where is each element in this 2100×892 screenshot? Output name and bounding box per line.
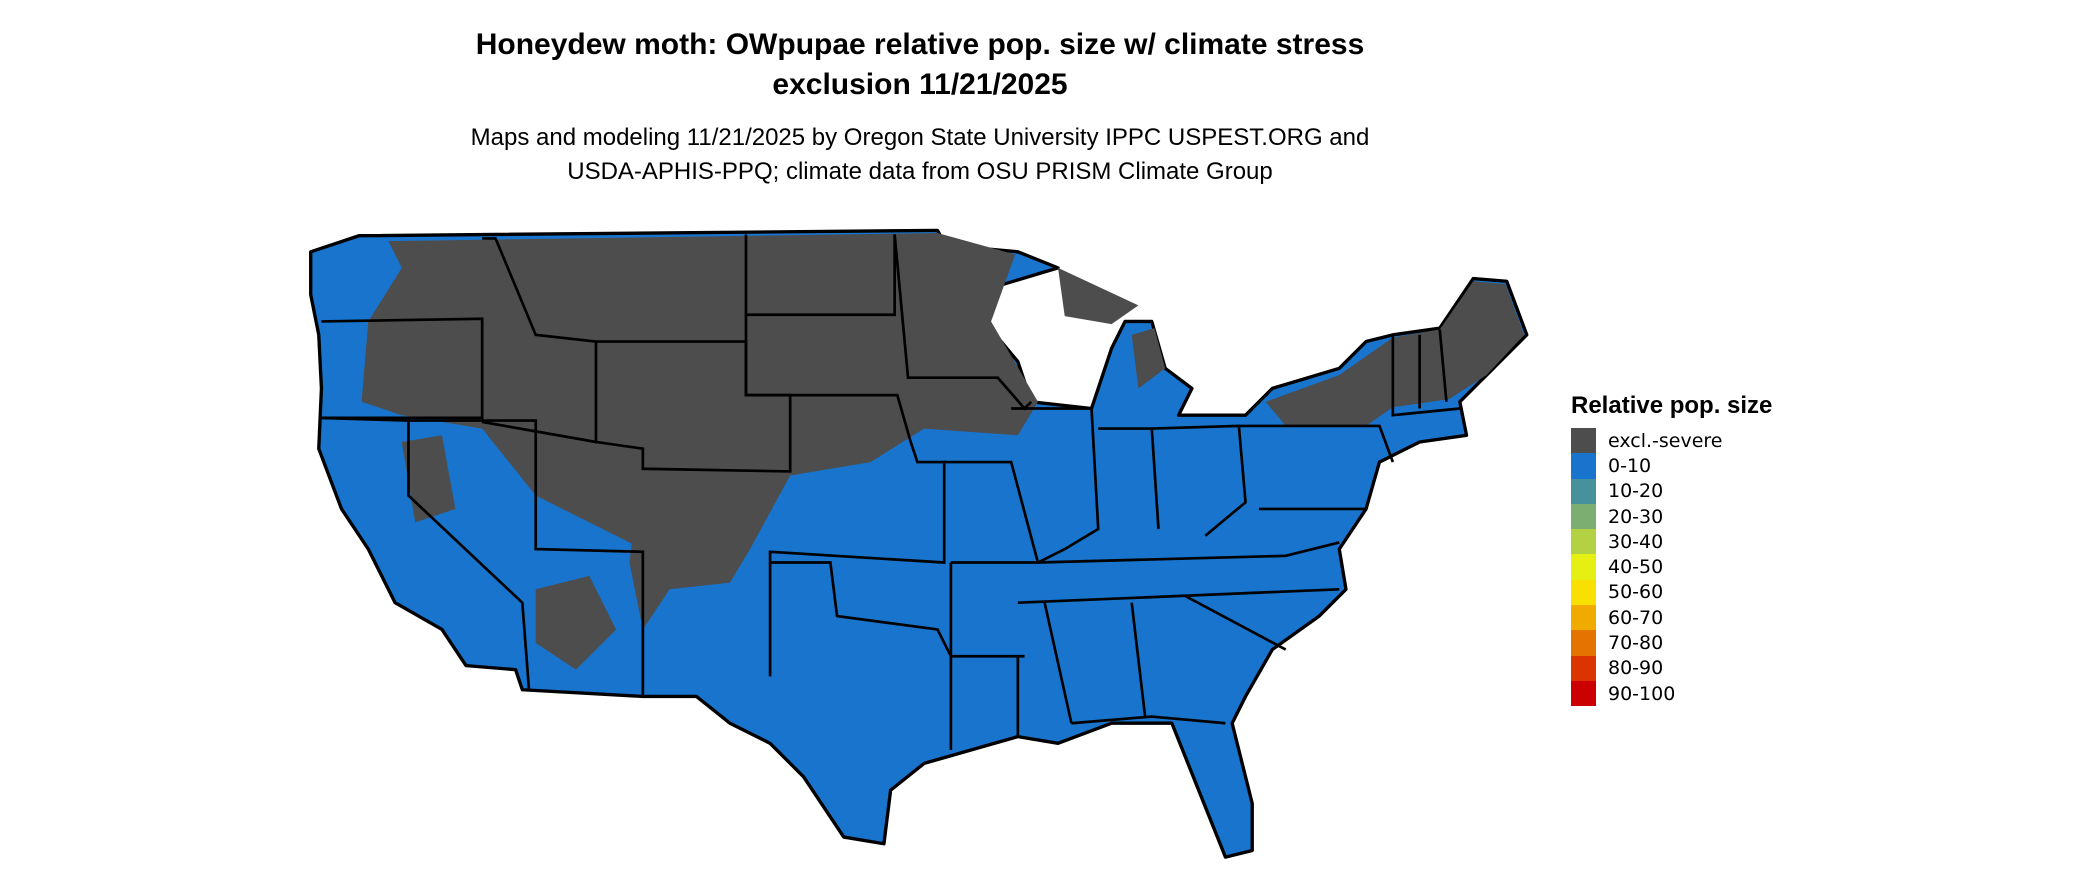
legend-item: excl.-severe <box>1571 428 1772 454</box>
legend-label: 80-90 <box>1608 657 1664 680</box>
legend-item: 40-50 <box>1571 554 1772 580</box>
map-title-line2: exclusion 11/21/2025 <box>772 68 1068 101</box>
legend-item: 10-20 <box>1571 478 1772 504</box>
legend-label: 40-50 <box>1608 556 1664 579</box>
legend-label: 10-20 <box>1608 480 1664 503</box>
excluded-region-northeast <box>1265 281 1525 426</box>
legend-swatch <box>1571 529 1596 555</box>
legend-label: 90-100 <box>1608 682 1676 705</box>
legend-label: 30-40 <box>1608 530 1664 553</box>
legend-swatch <box>1571 428 1596 454</box>
legend-label: 60-70 <box>1608 606 1664 629</box>
state-borders <box>318 234 1460 751</box>
legend-swatch <box>1571 579 1596 606</box>
legend-item: 90-100 <box>1571 680 1772 707</box>
legend-swatch <box>1571 503 1596 530</box>
legend: Relative pop. size excl.-severe 0-10 10-20… <box>1571 392 1773 707</box>
legend-label: 20-30 <box>1608 505 1664 528</box>
legend-item: 50-60 <box>1571 579 1772 606</box>
legend-swatch <box>1571 554 1596 580</box>
legend-label: 0-10 <box>1608 454 1652 477</box>
legend-item: 0-10 <box>1571 453 1772 479</box>
legend-swatch <box>1571 655 1596 681</box>
map-title-line1: Honeydew moth: OWpupae relative pop. siz… <box>475 28 1365 61</box>
legend-item: 20-30 <box>1571 503 1772 530</box>
legend-swatch <box>1571 630 1596 656</box>
legend-item: 70-80 <box>1571 630 1772 656</box>
excluded-region-north <box>361 233 1038 550</box>
legend-swatch <box>1571 680 1596 707</box>
legend-label: 50-60 <box>1608 581 1664 604</box>
legend-item: 60-70 <box>1571 605 1772 631</box>
legend-item: 80-90 <box>1571 655 1772 681</box>
legend-swatch <box>1571 478 1596 504</box>
excluded-region-southwest <box>401 435 750 670</box>
legend-label: 70-80 <box>1608 632 1664 655</box>
legend-items: excl.-severe 0-10 10-20 20-30 30-40 40-50 50-6… <box>1571 428 1772 707</box>
legend-item: 30-40 <box>1571 529 1772 555</box>
legend-title: Relative pop. size <box>1571 392 1773 419</box>
legend-swatch <box>1571 605 1596 631</box>
legend-label: excl.-severe <box>1608 429 1723 452</box>
legend-swatch <box>1571 453 1596 479</box>
subtitle-line2: USDA-APHIS-PPQ; climate data from OSU PR… <box>567 158 1273 185</box>
subtitle-line1: Maps and modeling 11/21/2025 by Oregon S… <box>470 124 1370 151</box>
excluded-region-michigan <box>1058 267 1166 389</box>
